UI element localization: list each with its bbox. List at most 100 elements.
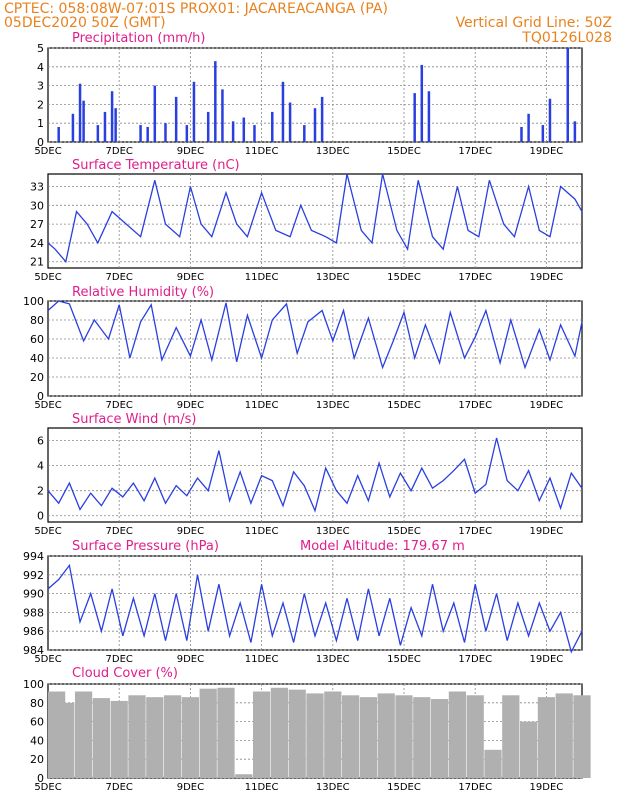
x-tick-label: 19DEC (530, 654, 564, 665)
precip-bar (520, 126, 523, 142)
y-tick-label: 60 (30, 333, 44, 346)
cloud-bar (163, 695, 182, 778)
y-tick-label: 0 (37, 390, 44, 403)
y-tick-label: 80 (30, 314, 44, 327)
precip-bar (253, 125, 256, 142)
series-line (47, 563, 583, 654)
cloud-bar (377, 693, 395, 778)
x-tick-label: 15DEC (387, 400, 421, 411)
x-tick-label: 19DEC (530, 146, 564, 157)
x-tick-label: 9DEC (177, 782, 204, 793)
x-tick-label: 13DEC (316, 782, 350, 793)
y-tick-label: 4 (37, 61, 44, 74)
precip-bar (114, 108, 117, 142)
y-tick-label: 27 (30, 218, 44, 231)
cloud-bar (128, 695, 146, 778)
x-tick-label: 9DEC (177, 526, 204, 537)
y-tick-label: 992 (23, 569, 44, 582)
precip-bar (214, 61, 217, 142)
cloud-bar (537, 697, 556, 778)
precip-bar (206, 111, 210, 142)
x-tick-label: 7DEC (106, 400, 133, 411)
precip-bar (146, 126, 149, 142)
precip-bar (221, 89, 224, 142)
x-tick-label: 5DEC (34, 400, 61, 411)
x-tick-label: 11DEC (245, 782, 279, 793)
precip-bar (541, 125, 545, 142)
cloud-bar (235, 774, 253, 778)
precip-bar (110, 91, 114, 142)
wind-title: Surface Wind (m/s) (72, 412, 196, 427)
x-tick-label: 5DEC (34, 654, 61, 665)
x-tick-label: 7DEC (106, 782, 133, 793)
y-tick-label: 2 (37, 98, 44, 111)
x-tick-label: 17DEC (458, 782, 492, 793)
rh-title: Relative Humidity (%) (72, 285, 214, 300)
y-tick-label: 4 (37, 460, 44, 473)
precip-bar (281, 81, 285, 142)
cloud-bar (324, 691, 342, 778)
x-tick-label: 13DEC (316, 400, 350, 411)
cloud-bar (74, 691, 93, 778)
y-tick-label: 990 (23, 588, 44, 601)
cloud-title: Cloud Cover (%) (72, 666, 178, 681)
x-tick-label: 13DEC (316, 272, 350, 283)
cloud-bar (199, 688, 217, 778)
x-tick-label: 15DEC (387, 146, 421, 157)
header-grid-line: Vertical Grid Line: 50Z (456, 15, 612, 31)
cloud-bar (288, 689, 306, 778)
x-tick-label: 15DEC (387, 782, 421, 793)
y-tick-label: 20 (30, 371, 44, 384)
x-tick-label: 5DEC (34, 782, 61, 793)
cloud-bar (110, 700, 128, 778)
y-tick-label: 80 (30, 697, 44, 710)
x-tick-label: 5DEC (34, 272, 61, 283)
x-tick-label: 13DEC (316, 654, 350, 665)
cloud-bar (484, 749, 502, 778)
pressure-title: Surface Pressure (hPa) (72, 539, 219, 554)
precip-bar (139, 125, 142, 142)
y-tick-label: 30 (30, 199, 44, 212)
x-tick-label: 17DEC (458, 272, 492, 283)
x-tick-label: 19DEC (530, 400, 564, 411)
cloud-bar (359, 697, 378, 778)
temp-title: Surface Temperature (nC) (72, 158, 240, 173)
y-tick-label: 0 (37, 510, 44, 523)
x-tick-label: 7DEC (106, 654, 133, 665)
cloud-bar (466, 695, 484, 778)
cloud-bar (57, 702, 75, 778)
cloud-bar (555, 693, 573, 778)
y-tick-label: 1 (37, 117, 44, 130)
cloud-bar (448, 691, 467, 778)
cloud-bar (217, 687, 235, 778)
y-tick-label: 984 (23, 644, 44, 657)
altitude-annotation: Model Altitude: 179.67 m (300, 539, 465, 554)
x-tick-label: 9DEC (177, 146, 204, 157)
x-tick-label: 9DEC (177, 272, 204, 283)
panel-frame (47, 427, 583, 523)
y-tick-label: 2 (37, 485, 44, 498)
y-tick-label: 40 (30, 352, 44, 365)
cloud-bar (306, 693, 324, 778)
x-tick-label: 9DEC (177, 400, 204, 411)
y-tick-label: 100 (23, 295, 44, 308)
y-tick-label: 24 (30, 237, 44, 250)
x-tick-label: 5DEC (34, 146, 61, 157)
cloud-bar (502, 695, 520, 778)
y-tick-label: 60 (30, 716, 44, 729)
precip-bar (78, 83, 82, 142)
x-tick-label: 7DEC (106, 146, 133, 157)
precip-bar (566, 48, 570, 142)
precip-bar (174, 96, 178, 142)
y-tick-label: 3 (37, 80, 44, 93)
x-tick-label: 19DEC (530, 272, 564, 283)
x-tick-label: 9DEC (177, 654, 204, 665)
x-tick-label: 7DEC (106, 526, 133, 537)
precip-bar (153, 85, 157, 142)
y-tick-label: 994 (23, 550, 44, 563)
x-tick-label: 17DEC (458, 526, 492, 537)
panel-frame (47, 555, 583, 651)
cloud-bar (573, 695, 591, 778)
y-tick-label: 100 (23, 678, 44, 691)
x-tick-label: 11DEC (245, 146, 279, 157)
